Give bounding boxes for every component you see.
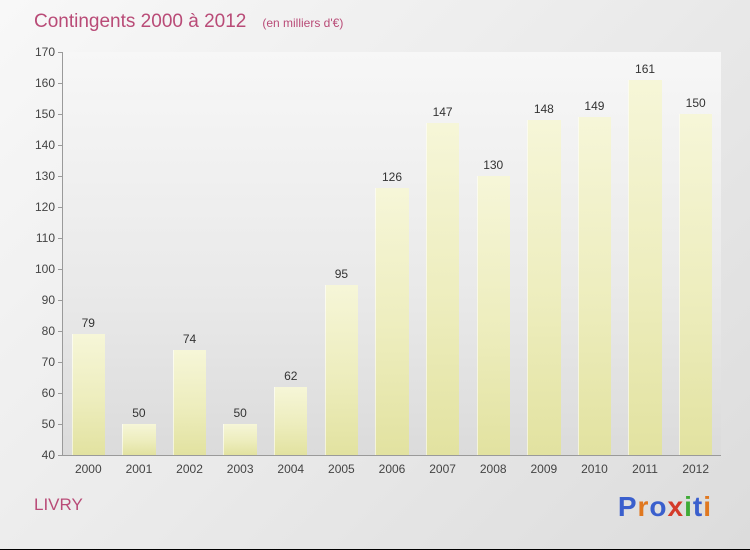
y-axis-tick-label: 120 (34, 200, 55, 214)
bar (71, 334, 105, 455)
bar (122, 424, 156, 455)
bar-value-label: 150 (685, 96, 706, 110)
x-axis-tick-label: 2011 (632, 462, 658, 476)
x-axis-tick-label: 2009 (530, 462, 558, 476)
y-axis-tick-mark (58, 331, 63, 332)
bar (274, 386, 308, 455)
y-axis-tick-mark (58, 238, 63, 239)
bar-value-label: 148 (533, 102, 554, 117)
y-axis-tick-mark (58, 52, 63, 53)
y-axis-tick-label: 150 (34, 107, 55, 121)
x-axis-tick-label: 2001 (125, 462, 153, 476)
y-axis-tick-label: 40 (41, 448, 55, 462)
bar-value-label: 149 (584, 99, 605, 114)
x-axis-tick-label: 2005 (328, 462, 355, 476)
bar (628, 79, 662, 455)
x-axis-tick-label: 2000 (74, 462, 102, 476)
y-axis-tick-mark (58, 362, 63, 363)
x-axis-tick-label: 2007 (429, 462, 456, 476)
bar-value-label: 95 (334, 266, 349, 281)
y-axis-tick-mark (58, 207, 63, 208)
bar-value-label: 126 (381, 170, 402, 185)
y-axis-tick-label: 70 (41, 355, 55, 369)
logo-letter: i (703, 491, 712, 522)
chart-subtitle: (en milliers d'€) (262, 16, 344, 30)
bar (223, 424, 257, 455)
y-axis-tick-label: 80 (41, 324, 55, 338)
bar-value-label: 50 (233, 406, 247, 420)
y-axis-tick-label: 60 (41, 386, 55, 400)
y-axis-tick-mark (58, 455, 63, 456)
logo-letter: t (692, 491, 704, 522)
bar (375, 188, 409, 455)
logo-letter: r (637, 491, 650, 522)
bar-value-label: 130 (483, 158, 504, 172)
y-axis-tick-label: 110 (35, 231, 55, 245)
plot-area: 40 50 60 70 80 90 100 110 120 130 140 150 160 170 79 20… (35, 45, 721, 476)
brand-label: LIVRY (34, 495, 83, 514)
page-title: Contingents 2000 à 2012 (en milliers d'€) (34, 11, 343, 33)
y-axis-tick-mark (58, 300, 63, 301)
x-axis-tick-label: 2003 (226, 462, 254, 476)
bar-value-label: 79 (81, 316, 95, 331)
bar-value-label: 74 (182, 331, 197, 346)
bar (577, 117, 612, 455)
bar (527, 120, 561, 455)
y-axis-tick-label: 90 (41, 293, 55, 307)
y-axis-tick-mark (58, 424, 63, 425)
x-axis-tick-label: 2006 (378, 462, 406, 476)
logo-letter: P (617, 491, 638, 522)
y-axis-tick-mark (58, 114, 63, 115)
proxiti-logo: Proxiti (618, 491, 712, 523)
bar-value-label: 147 (432, 105, 453, 120)
x-axis-tick-label: 2010 (581, 462, 608, 476)
bar (425, 123, 460, 455)
y-axis-tick-mark (58, 145, 63, 146)
y-axis-tick-mark (58, 83, 63, 84)
y-axis-tick-label: 160 (34, 76, 55, 90)
y-axis-tick-label: 170 (34, 45, 55, 59)
x-axis-tick-label: 2012 (682, 462, 710, 476)
x-axis-tick-label: 2002 (176, 462, 203, 476)
logo-letter: i (684, 491, 693, 522)
y-axis-tick-label: 100 (34, 262, 55, 276)
y-axis-tick-label: 130 (34, 169, 55, 183)
bar (476, 176, 510, 455)
x-axis-tick-label: 2004 (277, 462, 305, 476)
y-axis-tick-label: 140 (34, 138, 55, 152)
y-axis-tick-label: 50 (41, 417, 55, 431)
y-axis-tick-mark (58, 269, 63, 270)
logo-letter: o (649, 491, 668, 522)
x-axis-tick-label: 2008 (479, 462, 507, 476)
bar (678, 114, 713, 455)
bar-value-label: 62 (284, 368, 298, 383)
bar-value-label: 161 (635, 61, 656, 76)
chart-title-text: Contingents 2000 à 2012 (34, 11, 247, 32)
bar-value-label: 50 (132, 406, 146, 420)
y-axis-tick-mark (58, 176, 63, 177)
y-axis-tick-mark (58, 393, 63, 394)
logo-letter: x (667, 491, 685, 522)
bar (172, 349, 207, 455)
bar (324, 284, 359, 455)
